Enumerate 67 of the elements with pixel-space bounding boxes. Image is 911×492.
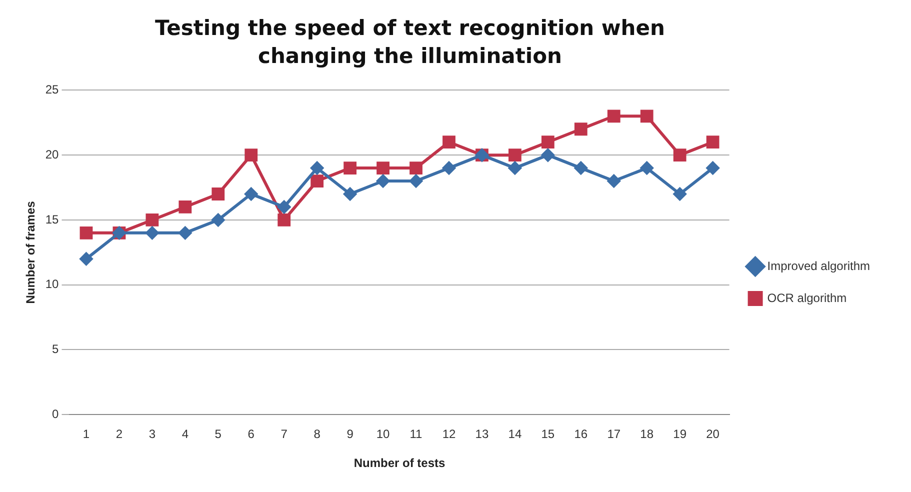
point [541, 148, 554, 162]
y-tick-label: 0 [52, 406, 60, 421]
point [178, 226, 192, 240]
x-tick-label: 14 [508, 426, 522, 441]
point [640, 162, 654, 175]
x-tick-label: 19 [673, 426, 687, 441]
point [212, 188, 225, 200]
x-tick-label: 2 [116, 426, 123, 441]
point [508, 162, 522, 175]
point [607, 174, 620, 188]
point [442, 136, 456, 149]
y-tick-label: 15 [45, 212, 60, 226]
point [146, 214, 159, 226]
x-tick-label: 12 [442, 426, 456, 441]
x-tick-label: 17 [607, 426, 621, 441]
point [310, 162, 324, 175]
point [278, 200, 291, 214]
x-tick-label: 11 [410, 426, 423, 441]
x-tick-label: 5 [214, 426, 222, 441]
point [410, 174, 423, 188]
x-tick-label: 10 [376, 426, 390, 441]
point [706, 162, 720, 175]
point [410, 162, 422, 175]
point [574, 162, 588, 175]
x-tick-label: 7 [280, 426, 288, 441]
x-tick-label: 8 [314, 426, 321, 441]
chart-title: Testing the speed of text recognition when changing the illumination [154, 15, 666, 70]
point [344, 162, 357, 175]
point [80, 226, 93, 240]
point [541, 136, 554, 149]
y-tick-label: 5 [52, 342, 60, 356]
x-tick-label: 18 [640, 426, 654, 441]
point [278, 214, 291, 226]
point [212, 213, 225, 226]
x-tick-label: 3 [148, 426, 156, 441]
point [310, 174, 324, 188]
point [376, 174, 390, 188]
x-tick-label: 4 [182, 426, 189, 441]
x-axis-title: Number of tests [354, 456, 446, 470]
x-tick-label: 16 [574, 426, 588, 441]
point [673, 148, 686, 162]
x-tick-label: 13 [475, 426, 489, 441]
point [244, 148, 258, 162]
point [146, 226, 159, 240]
y-axis-title: Number of frames [24, 200, 38, 304]
x-tick-label: 1 [82, 426, 90, 441]
point [706, 136, 720, 149]
x-tick-label: 6 [248, 426, 255, 441]
legend-label: OCR algorithm [767, 290, 847, 305]
point [244, 188, 258, 201]
legend-label: Improved algorithm [767, 258, 870, 273]
x-tick-label: 9 [346, 426, 354, 441]
point [376, 162, 390, 175]
x-tick-label: 15 [541, 426, 555, 441]
point [178, 200, 192, 214]
point [442, 162, 456, 175]
y-tick-label: 25 [45, 82, 60, 97]
y-tick-label: 20 [45, 147, 60, 162]
point [673, 188, 686, 201]
point [344, 188, 357, 201]
y-tick-label: 10 [45, 277, 60, 292]
point [80, 252, 93, 266]
point [640, 110, 654, 123]
point [574, 122, 588, 136]
point [508, 148, 522, 162]
point [607, 110, 620, 123]
x-tick-label: 20 [706, 426, 720, 441]
